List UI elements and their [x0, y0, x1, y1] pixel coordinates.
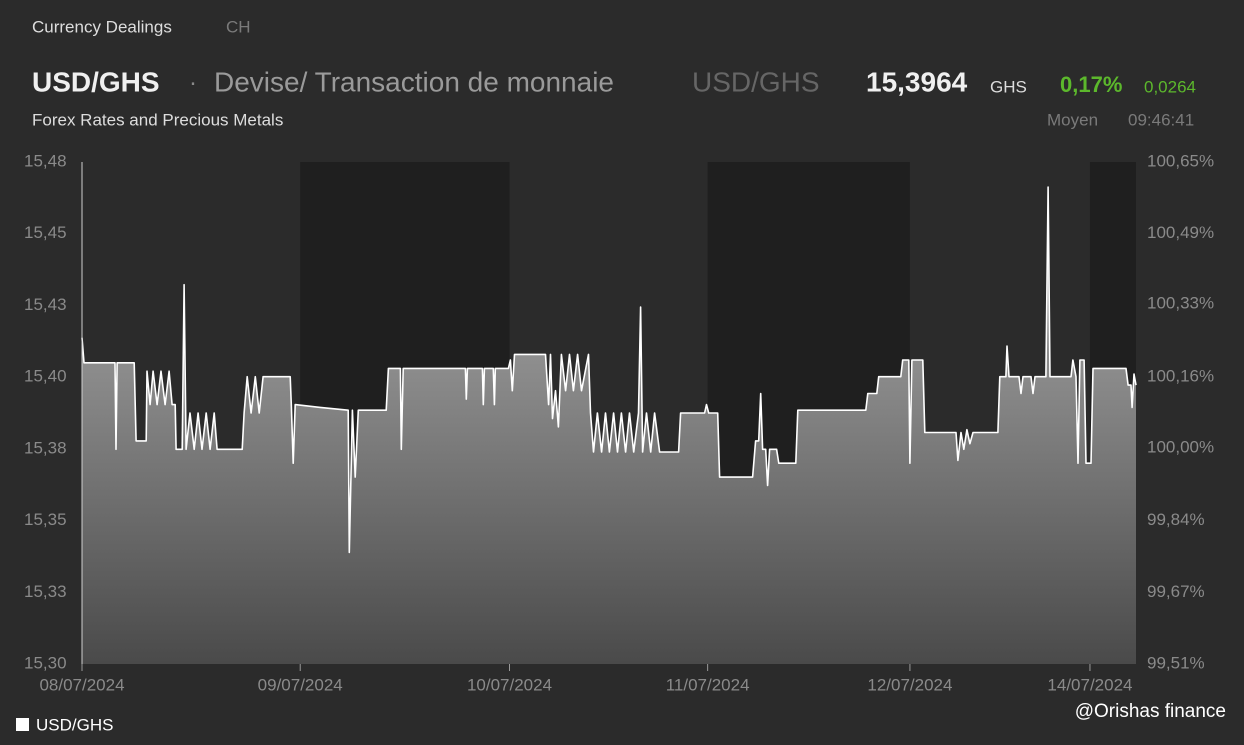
y2-tick-label: 100,65%	[1147, 151, 1214, 170]
y2-tick-label: 99,67%	[1147, 582, 1205, 601]
x-tick-label: 12/07/2024	[867, 675, 952, 694]
price: 15,3964	[866, 66, 968, 97]
price-type: Moyen	[1047, 110, 1098, 129]
currency: GHS	[990, 77, 1027, 96]
change: 0,0264	[1144, 77, 1196, 96]
y-tick-label: 15,33	[24, 582, 67, 601]
symbol: USD/GHS	[32, 66, 160, 97]
legend-swatch	[16, 718, 29, 731]
legend-label: USD/GHS	[36, 715, 113, 734]
separator: ·	[189, 69, 197, 96]
y-tick-label: 15,38	[24, 438, 67, 457]
y2-tick-label: 100,00%	[1147, 438, 1214, 457]
x-tick-label: 10/07/2024	[467, 675, 552, 694]
y2-tick-label: 99,84%	[1147, 510, 1205, 529]
watermark: @Orishas finance	[1075, 701, 1226, 722]
y-tick-label: 15,30	[24, 653, 67, 672]
y-tick-label: 15,43	[24, 295, 67, 314]
x-tick-label: 08/07/2024	[39, 675, 124, 694]
change-pct: 0,17%	[1060, 72, 1122, 97]
x-tick-label: 14/07/2024	[1047, 675, 1132, 694]
y2-tick-label: 100,33%	[1147, 294, 1214, 313]
country: CH	[226, 17, 251, 36]
y-tick-label: 15,40	[24, 367, 67, 386]
area	[82, 187, 1136, 664]
y2-tick-label: 100,16%	[1147, 366, 1214, 385]
x-tick-label: 09/07/2024	[258, 675, 343, 694]
source: Currency Dealings	[32, 17, 172, 36]
y-tick-label: 15,48	[24, 151, 67, 170]
time: 09:46:41	[1128, 110, 1194, 129]
y-tick-label: 15,35	[24, 510, 67, 529]
y2-tick-label: 100,49%	[1147, 223, 1214, 242]
y-tick-label: 15,45	[24, 223, 67, 242]
subtitle: Forex Rates and Precious Metals	[32, 110, 283, 129]
symbol-alt: USD/GHS	[692, 66, 820, 97]
line	[81, 186, 1137, 554]
description: Devise/ Transaction de monnaie	[214, 66, 614, 97]
y2-tick-label: 99,51%	[1147, 653, 1205, 672]
x-tick-label: 11/07/2024	[666, 675, 750, 694]
